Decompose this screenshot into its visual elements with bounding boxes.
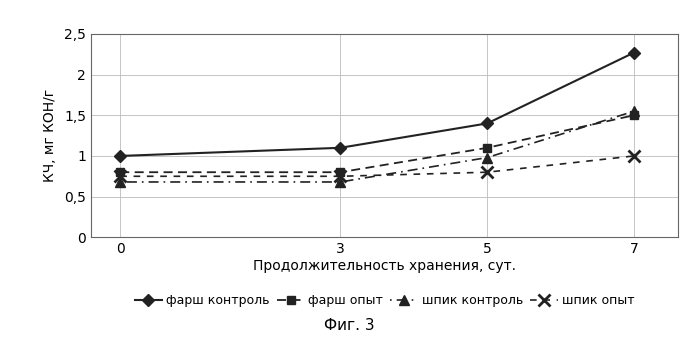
- Text: Фиг. 3: Фиг. 3: [324, 318, 375, 333]
- Text: Продолжительность хранения, сут.: Продолжительность хранения, сут.: [253, 259, 516, 273]
- Y-axis label: КЧ, мг КОН/г: КЧ, мг КОН/г: [43, 89, 57, 182]
- Legend: фарш контроль, фарш опыт, шпик контроль, шпик опыт: фарш контроль, фарш опыт, шпик контроль,…: [129, 289, 640, 312]
